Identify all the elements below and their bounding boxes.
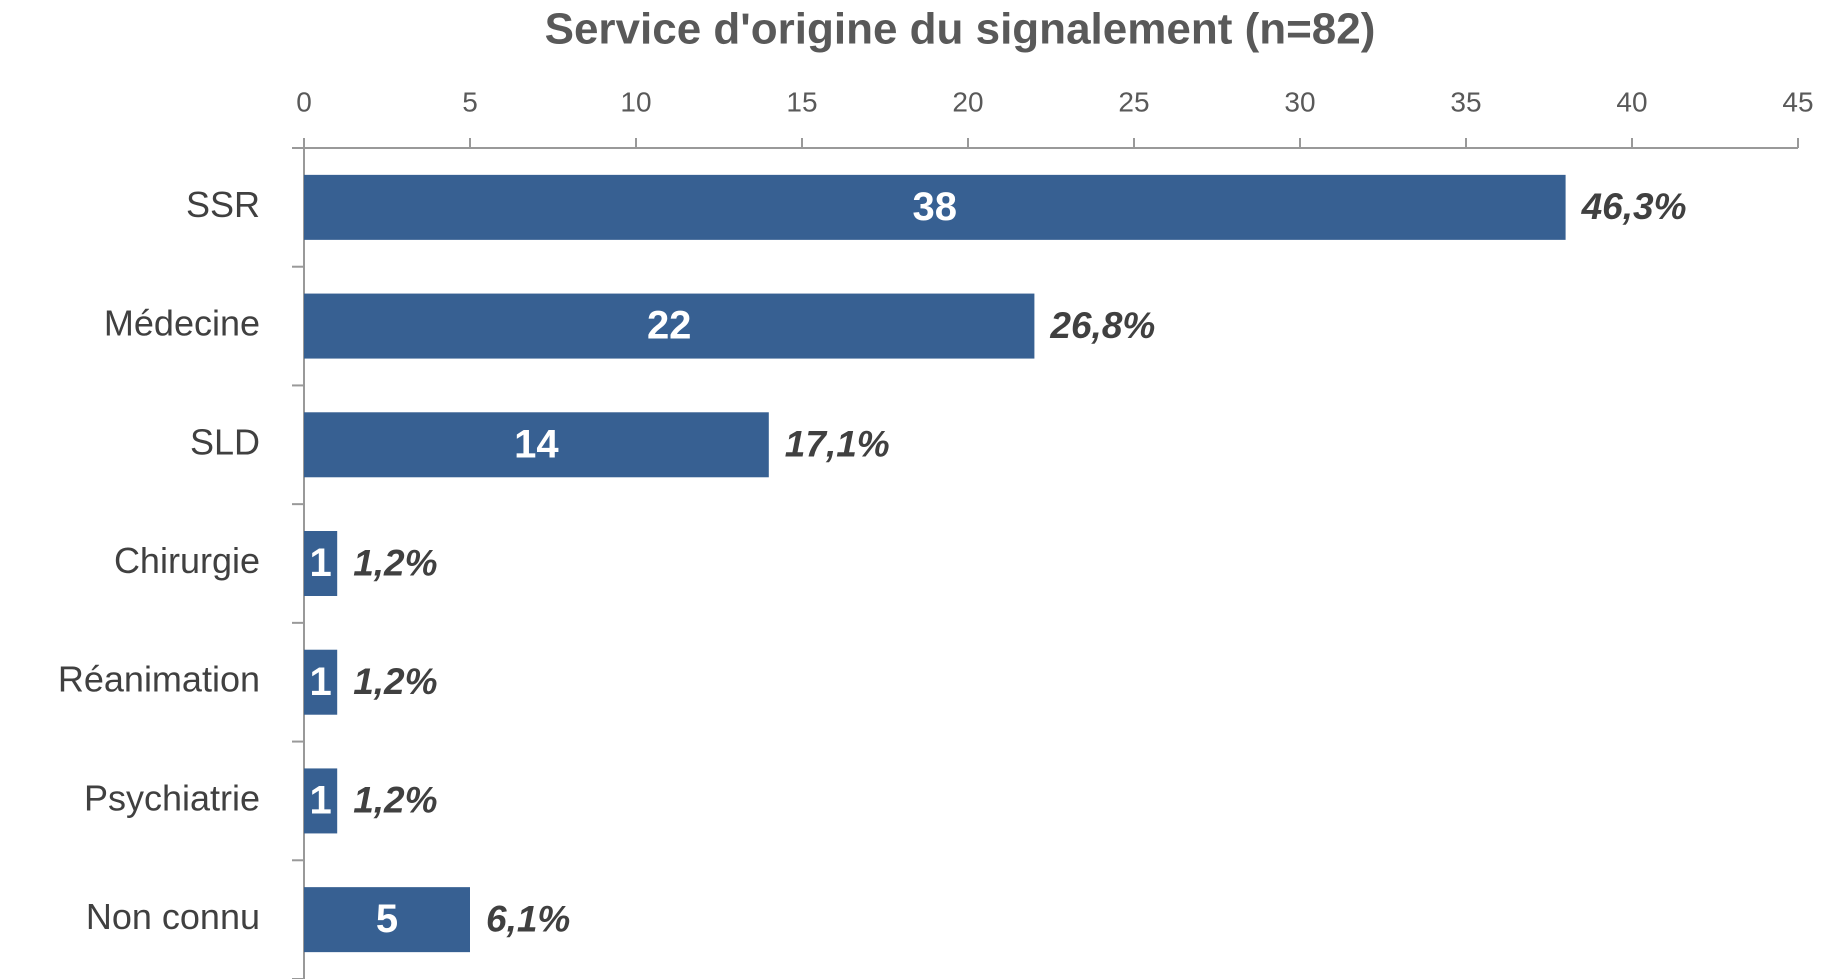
bar (304, 174, 1566, 240)
percent-label: 17,1% (785, 424, 890, 465)
bar (304, 649, 338, 715)
x-tick-label: 35 (1450, 86, 1481, 117)
data-label: 1 (309, 660, 331, 704)
x-tick-label: 10 (620, 86, 651, 117)
percent-label: 6,1% (486, 898, 570, 939)
bar (304, 768, 338, 834)
data-label: 5 (376, 897, 398, 941)
y-tick-label: SSR (186, 184, 260, 225)
percent-label: 1,2% (353, 661, 437, 702)
data-label: 22 (647, 304, 692, 348)
y-tick-label: Médecine (104, 303, 260, 344)
x-tick-label: 45 (1782, 86, 1813, 117)
percent-label: 46,3% (1581, 186, 1687, 227)
x-tick-label: 20 (952, 86, 983, 117)
x-tick-label: 30 (1284, 86, 1315, 117)
y-tick-label: SLD (190, 421, 260, 462)
data-label: 1 (309, 541, 331, 585)
bar (304, 887, 470, 953)
x-tick-label: 15 (786, 86, 817, 117)
x-tick-label: 5 (462, 86, 478, 117)
x-tick-label: 40 (1616, 86, 1647, 117)
bar (304, 531, 338, 596)
data-label: 38 (913, 185, 958, 229)
percent-label: 1,2% (353, 542, 437, 583)
x-tick-label: 0 (296, 86, 312, 117)
percent-label: 26,8% (1049, 305, 1155, 346)
chart-title: Service d'origine du signalement (n=82) (545, 5, 1376, 54)
data-label: 1 (309, 778, 331, 822)
data-label: 14 (514, 422, 559, 466)
percent-label: 1,2% (353, 780, 437, 821)
y-tick-label: Chirurgie (114, 540, 260, 581)
bar (304, 293, 1035, 359)
y-tick-label: Non connu (86, 896, 260, 937)
y-tick-label: Réanimation (58, 659, 260, 700)
y-tick-label: Psychiatrie (84, 777, 260, 818)
x-tick-label: 25 (1118, 86, 1149, 117)
bar (304, 412, 769, 478)
